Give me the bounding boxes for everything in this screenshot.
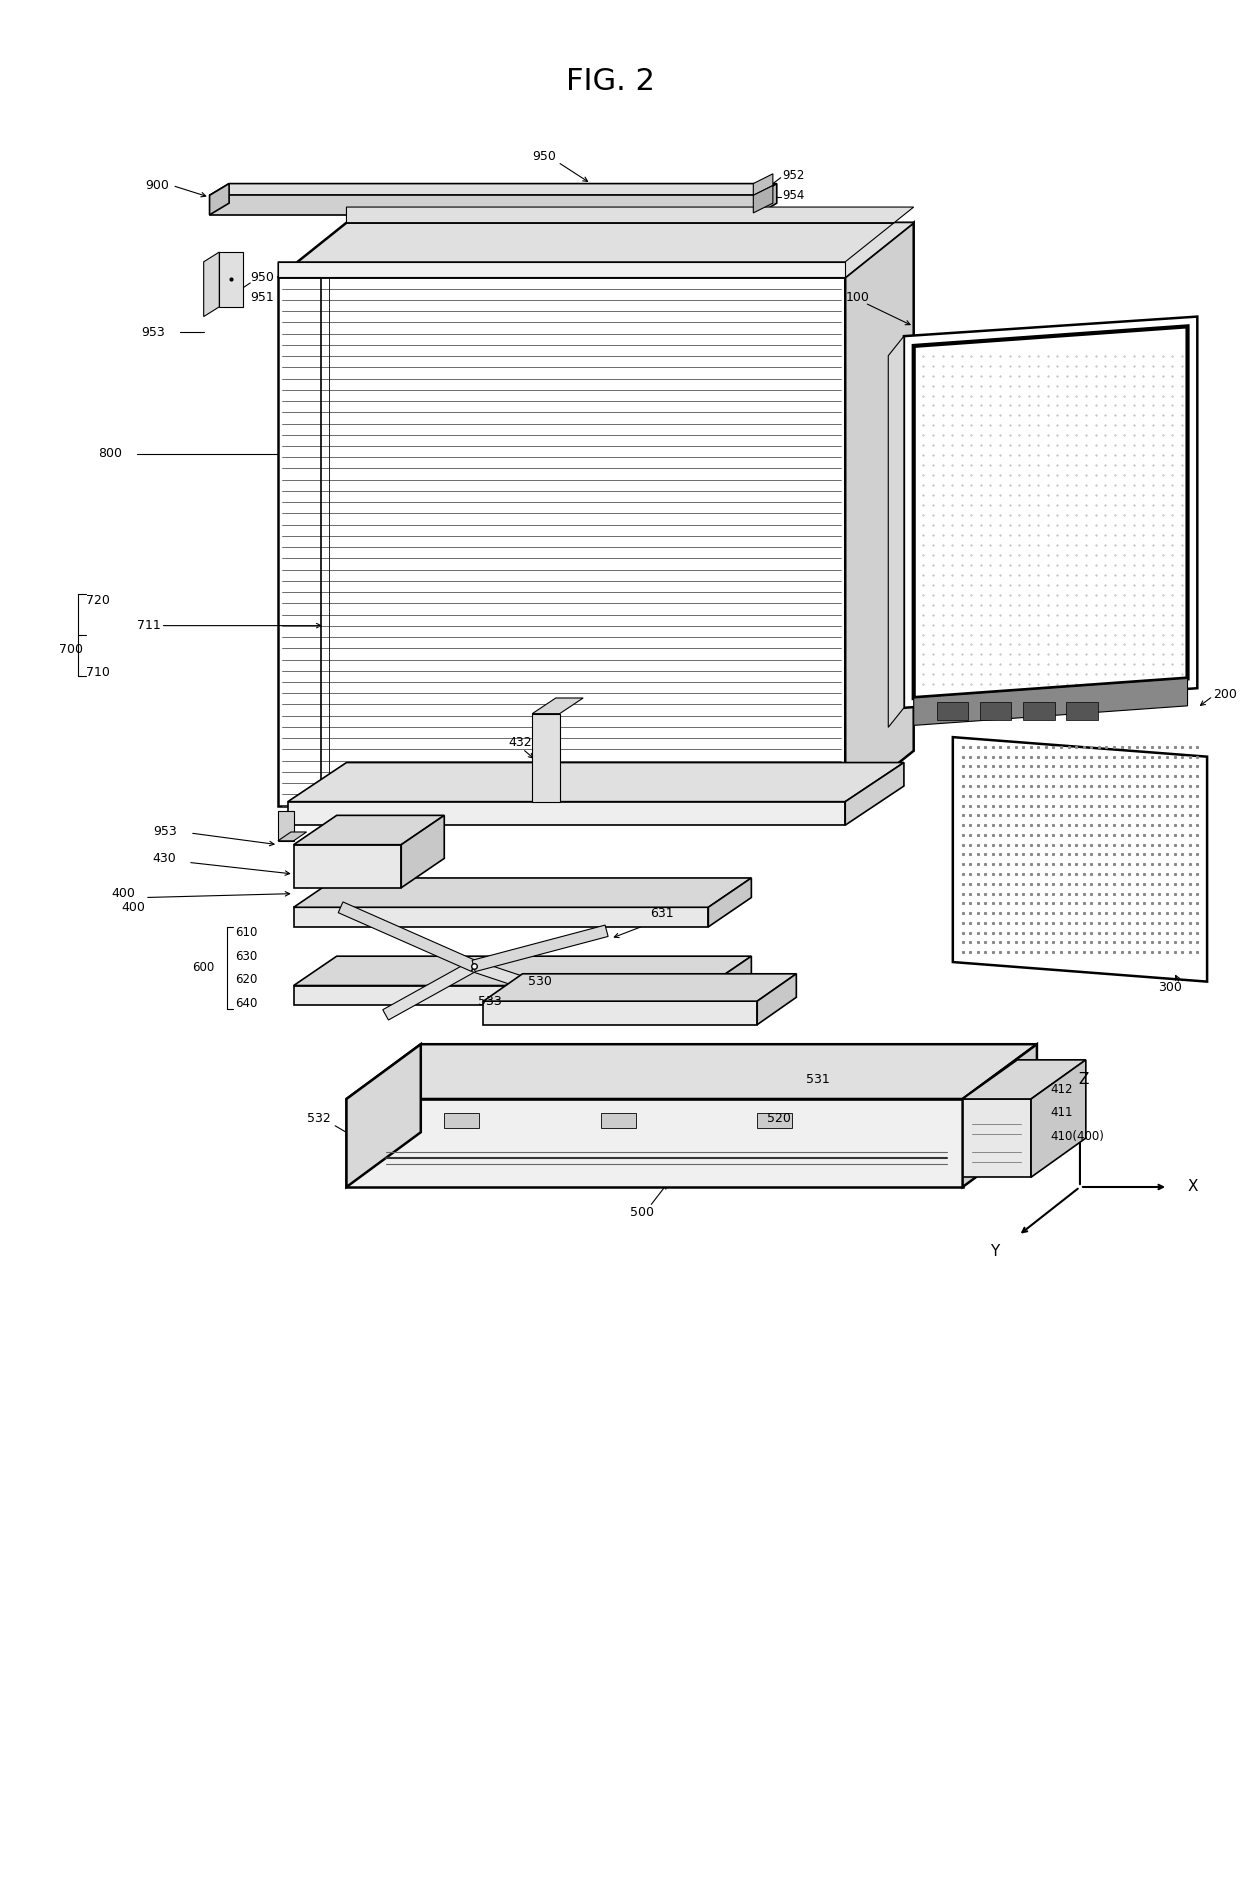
Polygon shape (219, 253, 243, 307)
Polygon shape (962, 1044, 1037, 1188)
Text: 432: 432 (508, 737, 532, 750)
Text: 411: 411 (1050, 1106, 1073, 1120)
Polygon shape (288, 801, 846, 826)
Text: 954: 954 (782, 188, 805, 202)
Polygon shape (278, 811, 294, 841)
Polygon shape (952, 737, 1207, 982)
Text: 953: 953 (153, 824, 176, 837)
Text: 600: 600 (192, 961, 215, 975)
Polygon shape (278, 262, 846, 277)
Polygon shape (278, 222, 914, 277)
Polygon shape (962, 1099, 1030, 1178)
Text: X: X (1188, 1180, 1198, 1195)
Text: 532: 532 (308, 1112, 331, 1125)
Text: 412: 412 (1050, 1082, 1073, 1095)
Polygon shape (1066, 701, 1097, 720)
Text: 500: 500 (630, 1206, 653, 1220)
Text: 430: 430 (153, 852, 176, 865)
Polygon shape (383, 961, 476, 1020)
Polygon shape (846, 763, 904, 826)
Polygon shape (346, 1044, 420, 1188)
Polygon shape (346, 1044, 1037, 1099)
Text: 610: 610 (234, 926, 258, 939)
Polygon shape (203, 253, 219, 317)
Polygon shape (532, 714, 559, 801)
Polygon shape (278, 207, 914, 277)
Text: 631: 631 (650, 907, 673, 920)
Text: 630: 630 (234, 950, 257, 963)
Polygon shape (471, 959, 563, 1001)
Text: 950: 950 (250, 271, 274, 285)
Polygon shape (962, 1059, 1086, 1099)
Polygon shape (1023, 701, 1054, 720)
Polygon shape (278, 277, 846, 805)
Polygon shape (937, 701, 968, 720)
Polygon shape (758, 183, 776, 215)
Text: 400: 400 (112, 888, 135, 901)
Text: 520: 520 (768, 1112, 791, 1125)
Polygon shape (210, 196, 758, 215)
Polygon shape (484, 1001, 758, 1025)
Polygon shape (210, 183, 776, 196)
Text: 700: 700 (60, 643, 83, 656)
Text: 951: 951 (250, 290, 274, 303)
Text: 952: 952 (782, 170, 805, 183)
Polygon shape (846, 222, 914, 805)
Text: 530: 530 (528, 975, 552, 988)
Polygon shape (1030, 1059, 1086, 1178)
Text: 640: 640 (234, 997, 258, 1010)
Polygon shape (294, 878, 751, 907)
Text: 100: 100 (846, 290, 869, 303)
Polygon shape (758, 975, 796, 1025)
Text: 953: 953 (141, 326, 165, 339)
Text: 720: 720 (87, 594, 110, 607)
Polygon shape (444, 1112, 480, 1129)
Polygon shape (532, 697, 583, 714)
Polygon shape (402, 816, 444, 888)
Text: 620: 620 (234, 973, 258, 986)
Polygon shape (754, 185, 773, 213)
Text: 531: 531 (806, 1073, 830, 1086)
Text: Y: Y (991, 1244, 999, 1259)
Polygon shape (294, 816, 444, 844)
Polygon shape (904, 317, 1198, 707)
Text: 410(400): 410(400) (1050, 1129, 1105, 1142)
Text: 950: 950 (532, 149, 557, 162)
Polygon shape (484, 975, 796, 1001)
Polygon shape (600, 1112, 636, 1129)
Polygon shape (914, 679, 1188, 726)
Text: 300: 300 (1158, 980, 1182, 993)
Text: 900: 900 (145, 179, 169, 192)
Text: 711: 711 (138, 618, 161, 631)
Polygon shape (294, 956, 751, 986)
Polygon shape (758, 1112, 792, 1129)
Polygon shape (278, 831, 306, 841)
Text: 533: 533 (477, 995, 501, 1008)
Polygon shape (754, 173, 773, 196)
Polygon shape (294, 844, 402, 888)
Text: FIG. 2: FIG. 2 (567, 68, 655, 96)
Polygon shape (708, 878, 751, 927)
Polygon shape (888, 336, 904, 728)
Polygon shape (210, 183, 229, 215)
Text: 710: 710 (87, 665, 110, 679)
Polygon shape (472, 926, 608, 971)
Polygon shape (294, 986, 708, 1005)
Text: 800: 800 (98, 447, 122, 460)
Polygon shape (708, 956, 751, 1005)
Polygon shape (980, 701, 1012, 720)
Polygon shape (339, 901, 476, 971)
Polygon shape (294, 907, 708, 927)
Polygon shape (346, 1099, 962, 1188)
Polygon shape (288, 763, 904, 801)
Text: 400: 400 (122, 901, 145, 914)
Text: 200: 200 (1213, 688, 1236, 701)
Text: Z: Z (1079, 1073, 1089, 1088)
